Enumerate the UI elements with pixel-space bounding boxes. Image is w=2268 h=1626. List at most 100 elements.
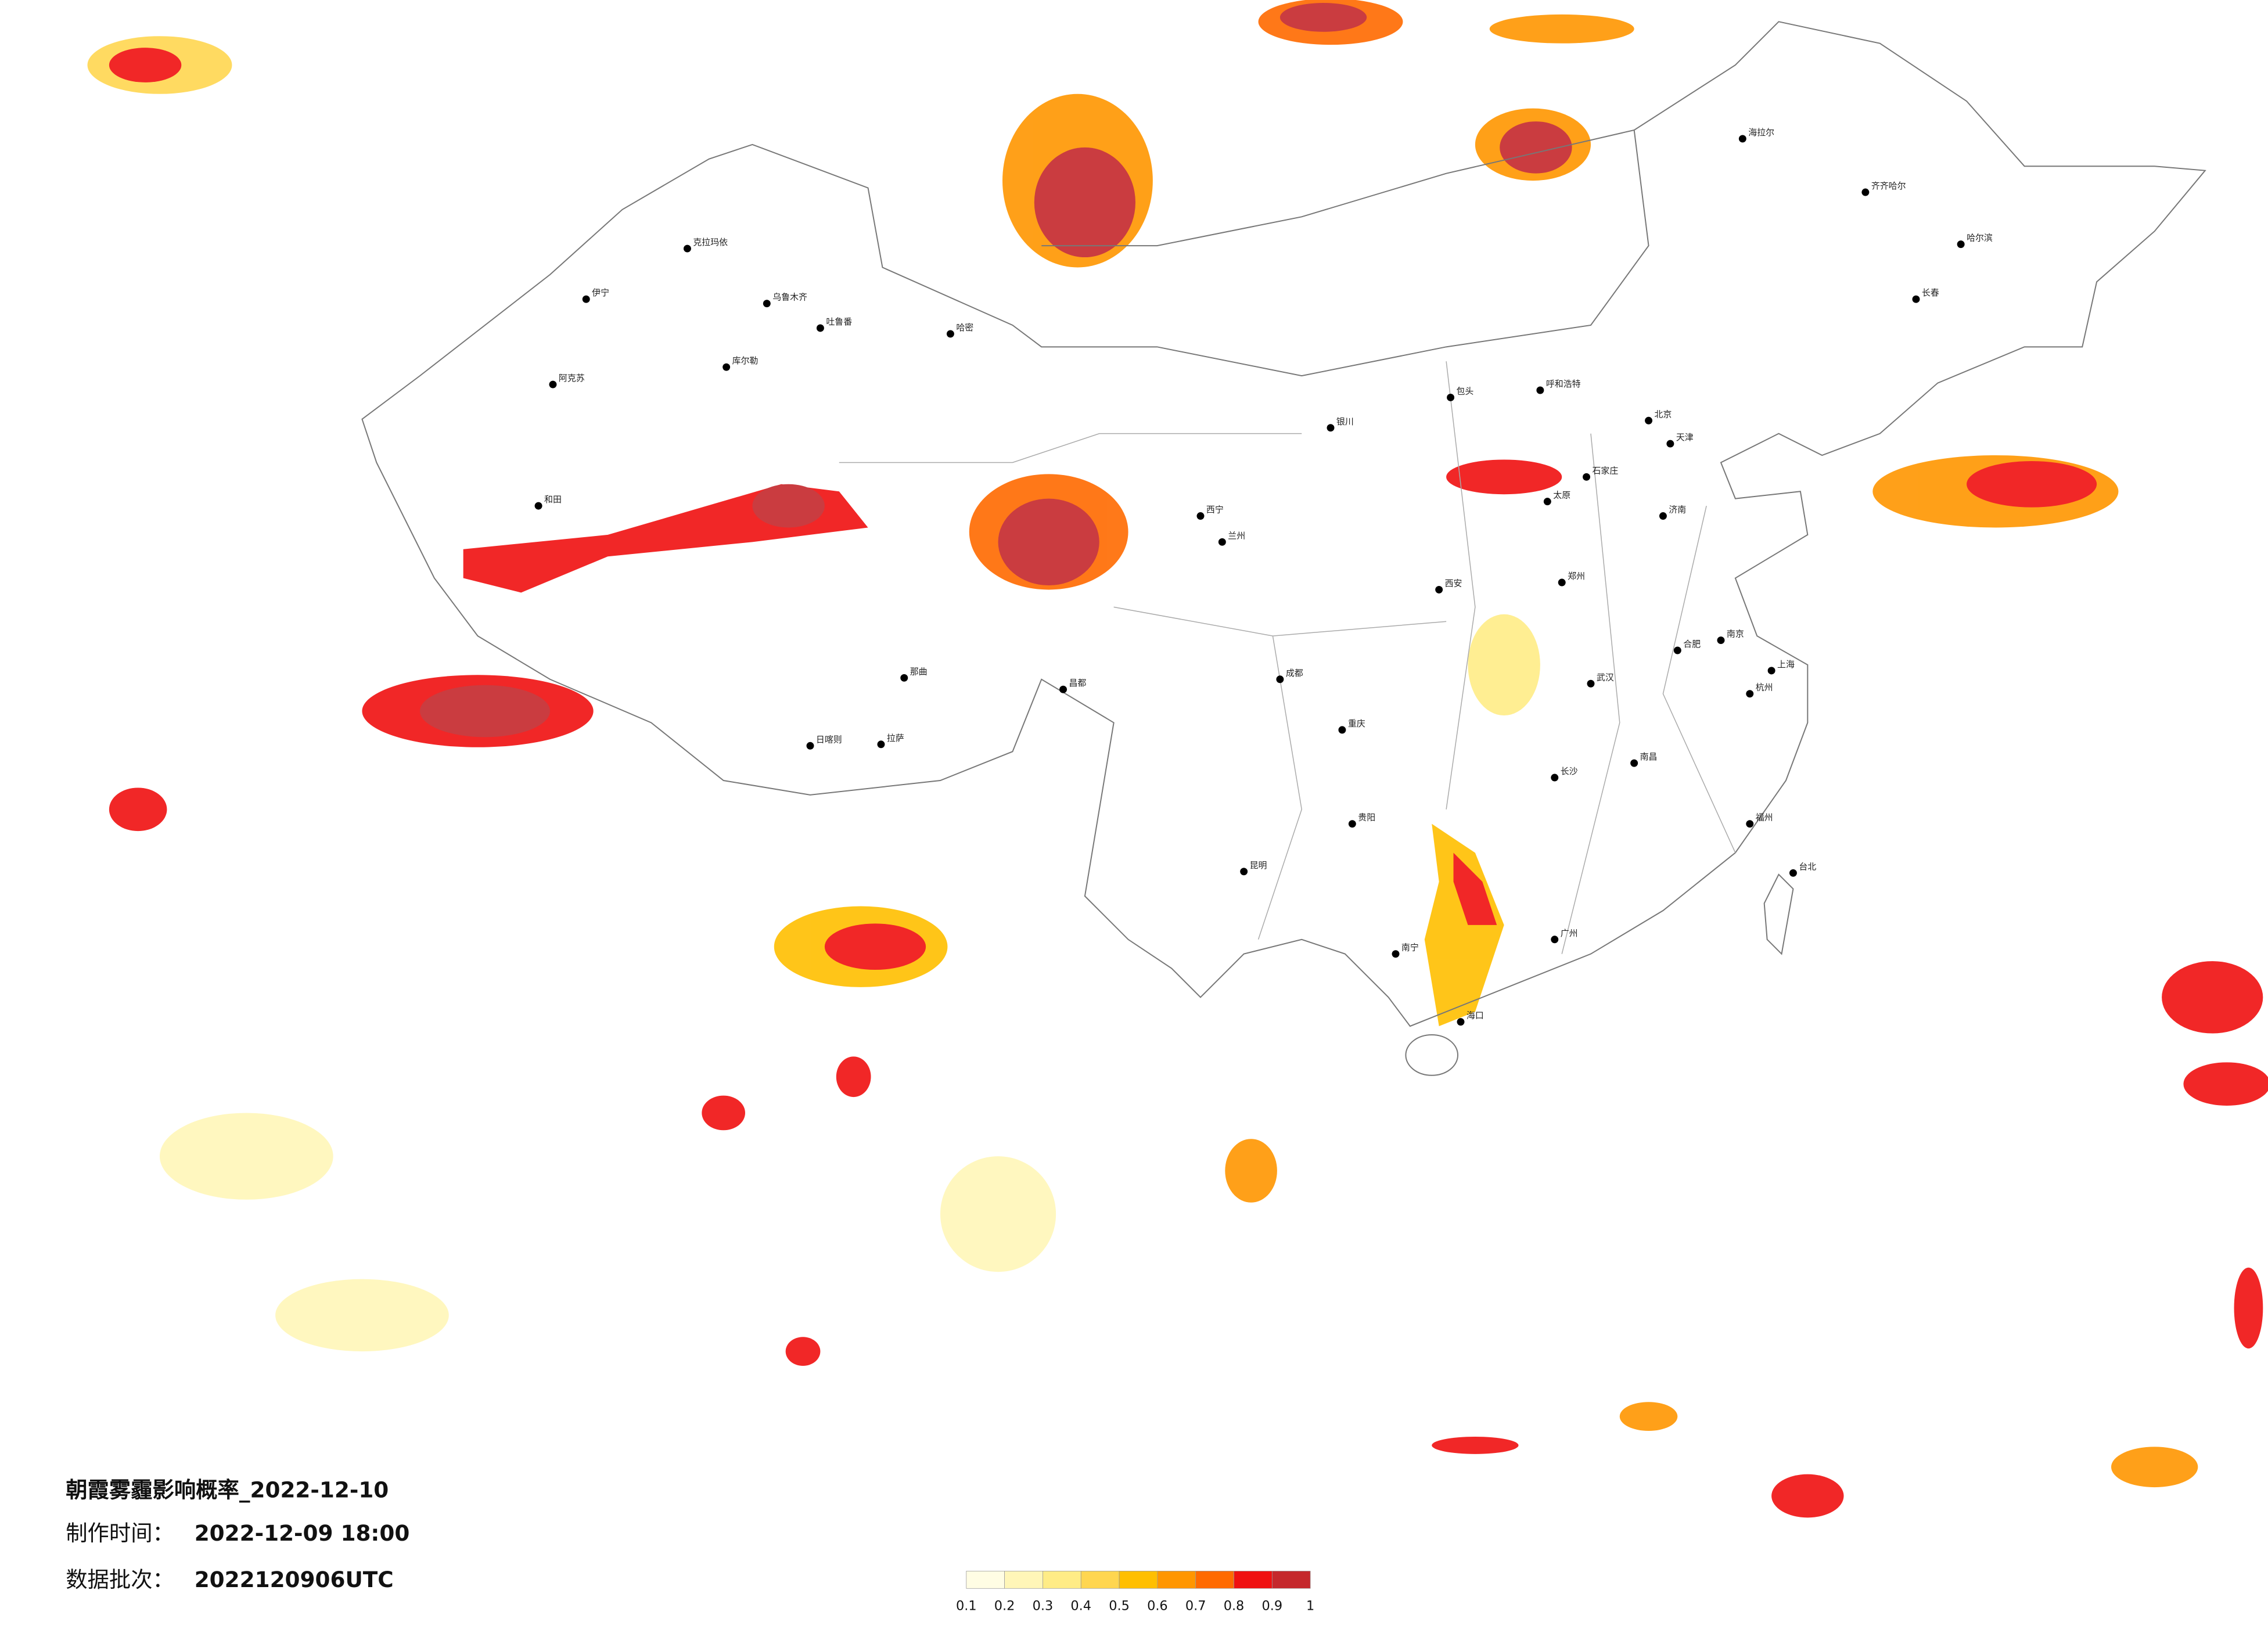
city-dot: [1630, 759, 1638, 767]
haze-area: [2162, 961, 2263, 1034]
city-label: 石家庄: [1592, 465, 1618, 476]
city-dot: [763, 300, 771, 308]
city-label: 呼和浩特: [1546, 379, 1581, 389]
city-dot: [1957, 240, 1965, 249]
city-dot: [1218, 538, 1226, 546]
haze-area: [1468, 614, 1540, 715]
city-label: 长沙: [1561, 766, 1578, 776]
city-label: 兰州: [1228, 530, 1245, 541]
haze-area: [109, 48, 182, 82]
city-label: 南京: [1727, 629, 1744, 639]
colorbar-tick-label: 0.8: [1224, 1599, 1245, 1614]
city-label: 乌鲁木齐: [772, 292, 807, 303]
city-label: 银川: [1336, 416, 1354, 427]
city-label: 贵阳: [1358, 812, 1375, 823]
city-label: 克拉玛依: [693, 237, 728, 247]
province-line: [839, 361, 1736, 954]
city-label: 包头: [1457, 386, 1474, 396]
haze-area: [419, 685, 550, 738]
city-label: 广州: [1561, 928, 1578, 938]
haze-area: [159, 1113, 333, 1200]
city-dot: [1435, 585, 1443, 593]
city-label: 福州: [1756, 812, 1773, 823]
city-label: 哈尔滨: [1967, 233, 1993, 243]
city-label: 南昌: [1640, 751, 1658, 762]
city-dot: [1447, 393, 1455, 401]
city-dot: [549, 380, 557, 388]
colorbar-tick-label: 0.5: [1109, 1599, 1130, 1614]
haze-area: [940, 1156, 1056, 1272]
city-dot: [1240, 868, 1248, 876]
colorbar-swatch: [966, 1571, 1005, 1589]
city-label: 拉萨: [887, 733, 904, 743]
haze-area: [1500, 121, 1572, 174]
colorbar-swatch: [1271, 1571, 1311, 1589]
colorbar-tick-label: 0.3: [1033, 1599, 1054, 1614]
colorbar-swatch: [1080, 1571, 1120, 1589]
colorbar-swatch: [1119, 1571, 1158, 1589]
haze-area: [1424, 823, 1504, 1027]
city-dot: [1348, 820, 1356, 828]
city-label: 天津: [1676, 432, 1694, 443]
haze-area: [1034, 147, 1135, 258]
batch: 2022120906UTC: [195, 1567, 394, 1592]
boundaries: [361, 21, 2206, 1076]
city-dot: [1327, 424, 1335, 432]
city-label: 昆明: [1250, 860, 1267, 870]
city-dot: [900, 674, 908, 682]
city-dot: [946, 330, 954, 338]
city-dot: [1717, 636, 1725, 645]
city-dot: [1746, 690, 1754, 698]
border-line: [1041, 129, 1634, 247]
city-dot: [1583, 473, 1590, 481]
city-label: 齐齐哈尔: [1871, 181, 1906, 191]
city-label: 郑州: [1568, 571, 1585, 581]
colorbar-swatch: [1157, 1571, 1196, 1589]
colorbar-tick-label: 0.4: [1070, 1599, 1091, 1614]
haze-area: [109, 787, 167, 832]
city-label: 重庆: [1348, 718, 1365, 729]
haze-area: [824, 923, 926, 970]
city-dot: [1645, 416, 1653, 425]
city-dot: [806, 742, 814, 750]
city-dot: [1543, 498, 1551, 506]
city-dot: [1392, 950, 1400, 958]
colorbar-swatch: [1004, 1571, 1043, 1589]
haze-area: [1619, 1402, 1678, 1431]
city-dot: [1738, 135, 1746, 143]
city-label: 阿克苏: [559, 373, 585, 383]
colorbar-tick-label: 0.9: [1262, 1599, 1283, 1614]
city-label: 南宁: [1401, 942, 1419, 953]
city-dot: [877, 740, 885, 749]
city-dot: [582, 295, 590, 303]
city-dot: [723, 363, 731, 371]
city-label: 杭州: [1756, 682, 1773, 693]
colorbar-tick-label: 0.1: [956, 1599, 977, 1614]
haze-area: [275, 1279, 449, 1352]
colorbar-tick-label: 0.2: [994, 1599, 1015, 1614]
city-dot: [1196, 512, 1205, 520]
haze-area: [785, 1337, 821, 1366]
city-label: 和田: [544, 494, 562, 505]
made-time: 2022-12-09 18:00: [195, 1520, 410, 1546]
city-label: 合肥: [1683, 639, 1701, 649]
city-dot: [1536, 386, 1544, 394]
city-dot: [1861, 188, 1870, 196]
made-label: 制作时间：: [66, 1520, 174, 1546]
city-label: 吐鲁番: [826, 316, 852, 327]
haze-area: [2234, 1267, 2263, 1349]
map-title: 朝霞雾霾影响概率_2022-12-10: [66, 1477, 389, 1502]
city-label: 海口: [1467, 1010, 1484, 1021]
city-label: 那曲: [910, 666, 928, 677]
haze-area: [1489, 14, 1634, 44]
city-label: 上海: [1777, 659, 1795, 670]
city-label: 海拉尔: [1748, 127, 1774, 138]
city-label: 哈密: [956, 322, 973, 333]
haze-area: [2111, 1447, 2198, 1488]
city-dot: [1666, 440, 1674, 448]
city-dot: [1767, 667, 1775, 675]
haze-area: [752, 484, 825, 528]
colorbar-swatch: [1195, 1571, 1234, 1589]
city-dot: [1338, 726, 1346, 734]
